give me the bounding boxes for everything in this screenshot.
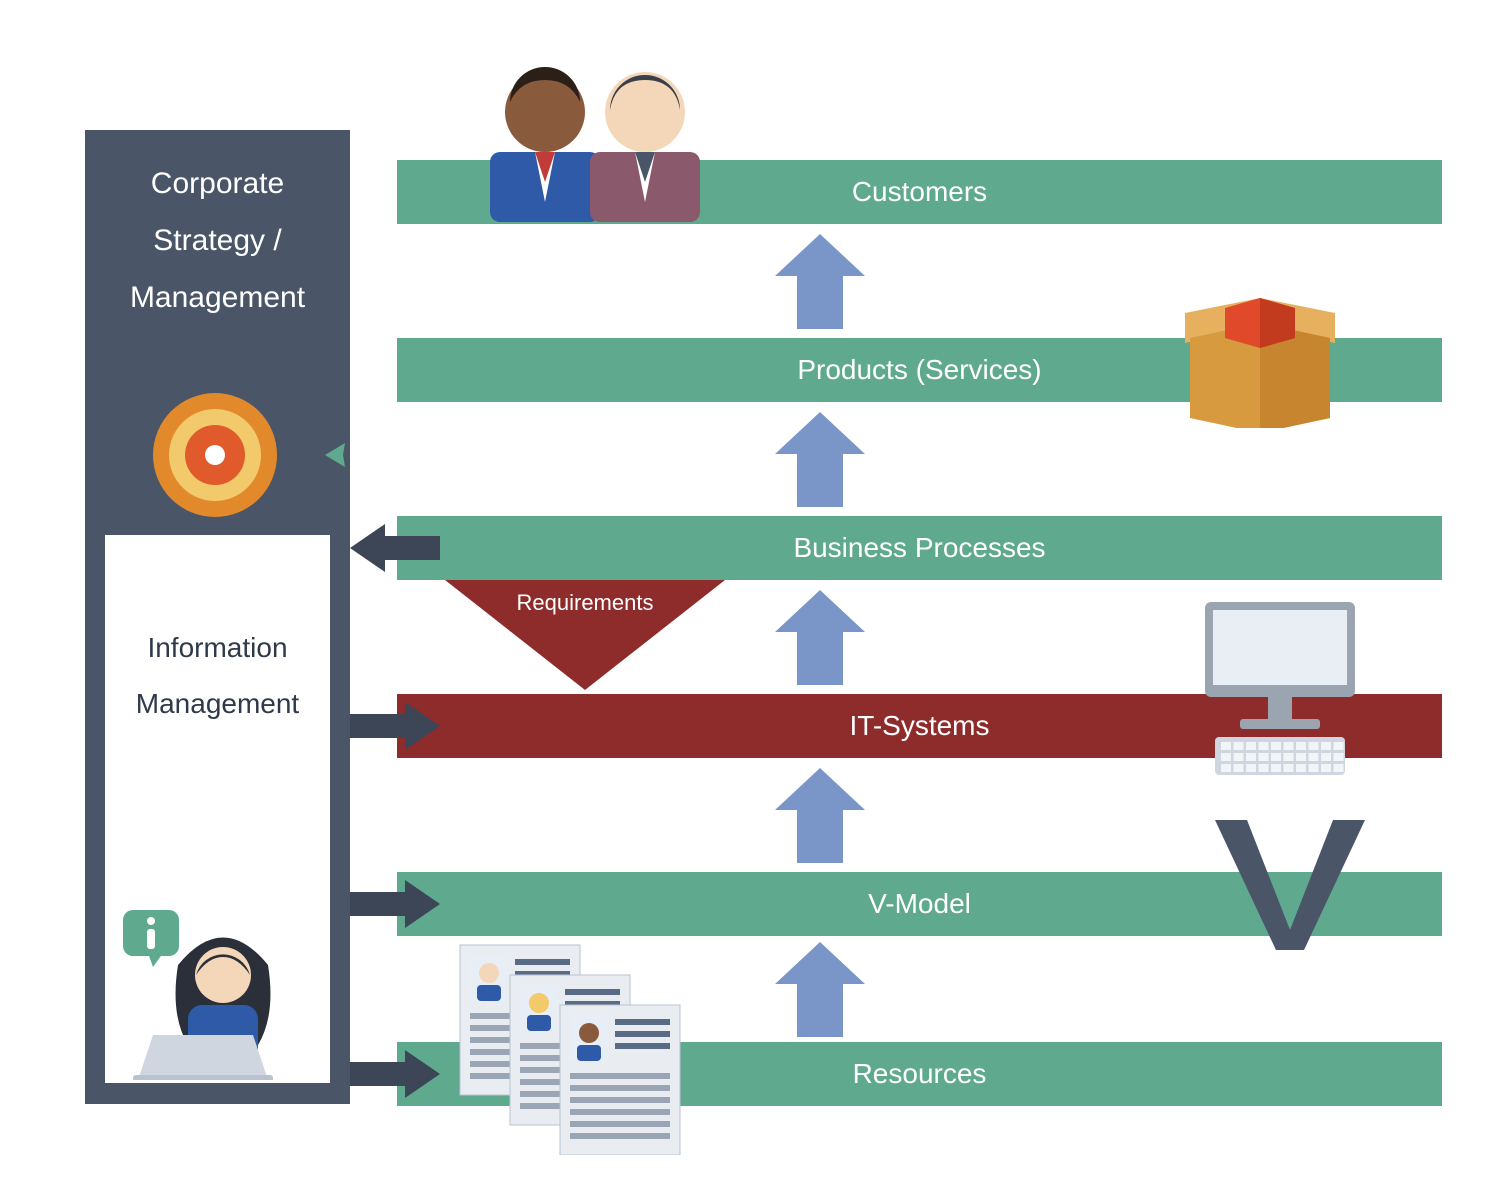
customers-icon [470,42,720,222]
up-arrow-2 [775,590,865,685]
up-arrow-4 [775,942,865,1037]
info-person-icon [118,905,318,1080]
up-arrow-1 [775,412,865,507]
target-icon [85,385,345,525]
v-model-icon [1215,820,1365,950]
computer-icon [1185,592,1375,782]
up-arrow-3 [775,768,865,863]
side-arrow-0 [350,524,440,572]
diagram-stage: CustomersProducts (Services)Business Pro… [0,0,1500,1200]
sidebar-title: CorporateStrategy /Management [85,155,350,326]
side-arrow-1 [350,702,440,750]
info-management-title: InformationManagement [105,620,330,732]
up-arrow-0 [775,234,865,329]
layer-bar-business: Business Processes [397,516,1442,580]
product-box-icon [1165,258,1355,428]
requirements-label: Requirements [445,590,725,616]
side-arrow-2 [350,880,440,928]
side-arrow-3 [350,1050,440,1098]
documents-icon [450,935,710,1155]
